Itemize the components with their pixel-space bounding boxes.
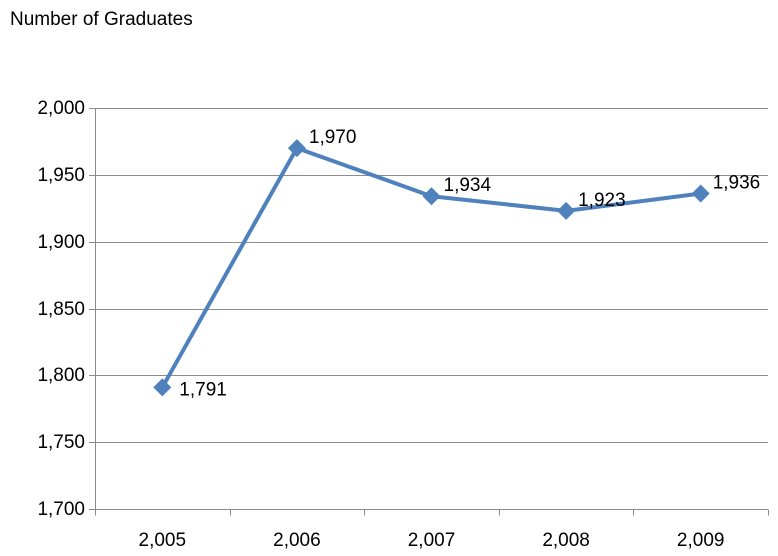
x-tick-label: 2,006 (273, 530, 321, 551)
gridlines (95, 108, 768, 443)
data-point-marker (153, 378, 172, 397)
data-point-marker (287, 139, 306, 158)
x-tick-label: 2,009 (677, 530, 725, 551)
data-label: 1,791 (179, 379, 227, 400)
series-line (160, 146, 703, 390)
y-tick-label: 1,850 (37, 299, 85, 320)
labels-layer: 1,791 1,970 1,934 1,923 1,936 (179, 127, 760, 400)
axes: 1,700 1,750 1,800 1,850 1,900 1,950 2,000 2,005… (37, 98, 769, 551)
data-point-marker (691, 184, 710, 203)
x-tick-label: 2,008 (542, 530, 590, 551)
data-label: 1,970 (309, 127, 357, 148)
y-tick-label: 1,700 (37, 499, 85, 520)
chart-title: Number of Graduates (10, 9, 193, 30)
y-tick-label: 1,950 (37, 165, 85, 186)
x-tick-label: 2,005 (139, 530, 187, 551)
data-point-marker (557, 201, 576, 220)
y-tick-label: 1,800 (37, 365, 85, 386)
x-tick-label: 2,007 (408, 530, 456, 551)
y-tick-label: 1,900 (37, 232, 85, 253)
y-tick-label: 2,000 (37, 98, 85, 119)
y-tick-label: 1,750 (37, 432, 85, 453)
data-label: 1,934 (444, 175, 492, 196)
data-label: 1,923 (578, 190, 626, 211)
series-layer (153, 139, 710, 397)
data-point-marker (422, 187, 441, 206)
data-label: 1,936 (713, 173, 761, 194)
